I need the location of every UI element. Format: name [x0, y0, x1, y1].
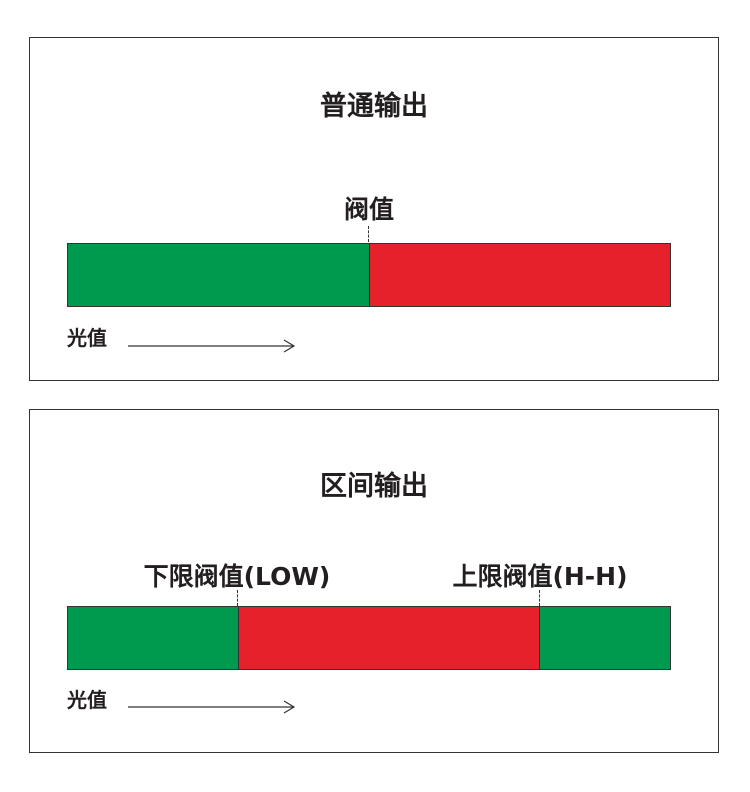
normal-output-panel: 普通输出 阀值 光值 [29, 37, 719, 381]
panel-title: 区间输出 [320, 471, 428, 502]
threshold-label: 阀值 [343, 195, 395, 224]
green-segment [538, 607, 670, 669]
arrow-right-icon [128, 700, 296, 714]
low-threshold-label: 下限阀值(LOW) [143, 562, 331, 591]
arrow-right-icon [128, 339, 296, 353]
output-bar [67, 606, 671, 670]
low-threshold-marker [237, 590, 238, 606]
panel-title: 普通输出 [320, 91, 428, 122]
threshold-marker [368, 226, 369, 242]
green-segment [68, 244, 369, 306]
red-segment [369, 244, 670, 306]
range-output-panel: 区间输出 下限阀值(LOW) 上限阀值(H-H) 光值 [29, 409, 719, 753]
output-bar [67, 243, 671, 307]
axis-label: 光值 [67, 688, 107, 712]
axis-label: 光值 [67, 326, 107, 350]
high-threshold-label: 上限阀值(H-H) [452, 562, 628, 591]
red-segment [237, 607, 539, 669]
green-segment [68, 607, 238, 669]
high-threshold-marker [539, 590, 540, 606]
